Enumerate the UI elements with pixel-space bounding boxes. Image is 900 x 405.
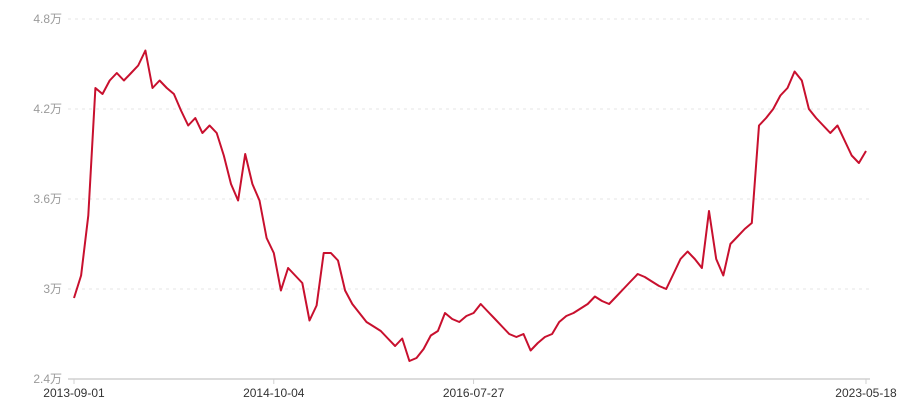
x-tick-label: 2014-10-04	[243, 386, 305, 400]
x-axis: 2013-09-01 2014-10-04 2016-07-27 2023-05-18	[43, 379, 897, 400]
y-tick-label: 3.6万	[33, 192, 62, 206]
x-tick-label: 2023-05-18	[835, 386, 897, 400]
series-line	[74, 51, 866, 362]
x-tick-label: 2016-07-27	[443, 386, 505, 400]
y-tick-label: 3万	[43, 282, 62, 296]
grid-lines	[68, 19, 870, 289]
y-tick-label: 2.4万	[33, 372, 62, 386]
y-tick-label: 4.8万	[33, 12, 62, 26]
x-tick-label: 2013-09-01	[43, 386, 105, 400]
y-axis: 2.4万 3万 3.6万 4.2万 4.8万	[33, 12, 62, 386]
y-tick-label: 4.2万	[33, 102, 62, 116]
